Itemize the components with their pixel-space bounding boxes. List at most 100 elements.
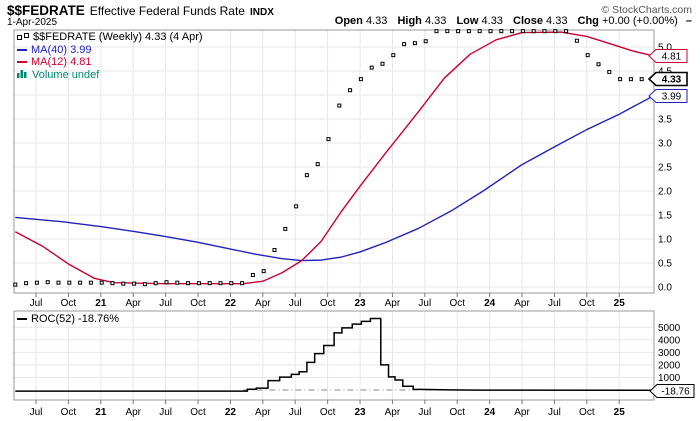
roc-line [15,317,655,392]
price-dot [520,29,525,34]
price-dot [585,53,590,58]
price-dot [466,29,471,34]
close-last-value: 4.33 [662,75,682,86]
ma40-last-value: 3.99 [662,92,682,103]
price-dot [499,29,504,34]
x-tick-label: Oct [320,298,336,309]
x-tick-label: 24 [484,407,496,418]
price-dot [326,137,331,142]
x-tick-label: Jul [548,298,561,309]
x-tick-label: Oct [449,407,465,418]
x-tick-label: Jul [289,407,302,418]
x-tick-label: Jul [30,298,43,309]
price-dot [315,162,320,167]
price-dot [337,103,342,108]
x-tick-label: Jul [159,407,172,418]
price-dot [229,281,234,286]
price-dot [153,281,158,286]
x-tick-label: Jul [418,298,431,309]
price-dot [456,29,461,34]
copyright: © StockCharts.com [601,4,692,16]
price-dot [142,282,147,287]
price-dot [402,42,407,47]
price-dot [24,281,29,286]
volume-bars-icon [17,69,28,82]
close-last-value-box: 4.33 [647,71,688,87]
price-dot [531,29,536,34]
y-tick-label: 1.0 [658,235,672,246]
chg-value: +0.00 (+0.00%) [601,15,678,27]
symbol-name: Effective Federal Funds Rate [89,4,245,18]
price-dot [261,269,266,274]
y-tick-label: 3.5 [658,115,672,126]
chart-header: $$FEDRATE Effective Federal Funds Rate IND… [7,2,274,20]
y-tick-label: 2000 [658,360,681,371]
price-dot [574,38,579,43]
price-dot [207,281,212,286]
price-dot [78,280,83,285]
price-dot [510,29,515,34]
y-tick-label: 1000 [658,373,681,384]
open-value: 4.33 [365,15,388,27]
x-tick-label: 23 [354,407,366,418]
x-tick-label: Apr [125,298,141,309]
price-dot [272,248,277,253]
legend-item-ma12: MA(12) 4.81 [17,56,203,69]
roc-last-value: -18.76 [661,387,690,398]
x-tick-label: Oct [61,407,77,418]
price-dot [380,61,385,66]
legend-volume-label: Volume undef [32,68,100,81]
price-dot [13,282,18,287]
x-tick-label: Apr [255,407,271,418]
panel-border [13,310,655,401]
x-tick-label: Jul [548,407,561,418]
y-tick-label: 0.5 [658,259,672,270]
price-dot [250,273,255,277]
x-tick-label: Oct [320,407,336,418]
exchange-tag: INDX [249,7,274,18]
y-tick-label: 0.0 [658,283,672,294]
price-dot [45,280,50,285]
roc-legend: ROC(52) -18.76% [17,313,119,326]
x-tick-label: Oct [190,298,206,309]
price-dot [67,280,72,285]
legend-ma40-label: MA(40) 3.99 [31,43,92,56]
chart-generated-layer: Jul Oct 21 Apr Jul Oct 22 Apr Jul Oct 23 Apr Jul Oct 2… [13,29,681,418]
price-dot [542,29,547,34]
price-dot [348,88,353,93]
panel-border [13,29,655,294]
price-dot [639,77,644,82]
x-tick-label: 25 [614,298,626,309]
price-dot [488,29,493,34]
y-tick-label: 5000 [658,323,681,334]
ma12-last-value-box: 4.81 [648,49,688,63]
ohlc-quote-row: Open 4.33 High 4.33 Low 4.33 Close 4.33 … [328,15,692,27]
ma12-last-value: 4.81 [662,52,682,63]
x-tick-label: Jul [418,407,431,418]
x-tick-label: Apr [125,407,141,418]
roc-last-value-box: -18.76 [649,384,695,398]
price-dot [304,173,309,178]
price-dot [412,41,417,46]
line-marker-icon [17,48,27,51]
price-dot [121,281,126,286]
price-dot [553,29,558,34]
x-tick-label: 22 [225,407,237,418]
price-dot [34,280,39,285]
price-dot [294,204,299,209]
y-tick-label: 3.0 [658,139,672,150]
legend-ma12-label: MA(12) 4.81 [31,56,92,68]
x-tick-label: 25 [614,407,626,418]
y-tick-label: 3000 [658,348,681,359]
open-label: Open [334,15,363,27]
main-legend: $$FEDRATE (Weekly) 4.33 (4 Apr) MA(40) 3… [17,31,203,81]
x-tick-label: Apr [255,298,271,309]
price-dot [175,280,180,285]
ma40-line [15,94,655,262]
x-tick-label: Jul [30,407,43,418]
price-dot [88,280,93,285]
x-tick-label: Apr [514,298,530,309]
y-tick-label: 5.0 [658,43,672,54]
high-value: 4.33 [424,15,447,27]
